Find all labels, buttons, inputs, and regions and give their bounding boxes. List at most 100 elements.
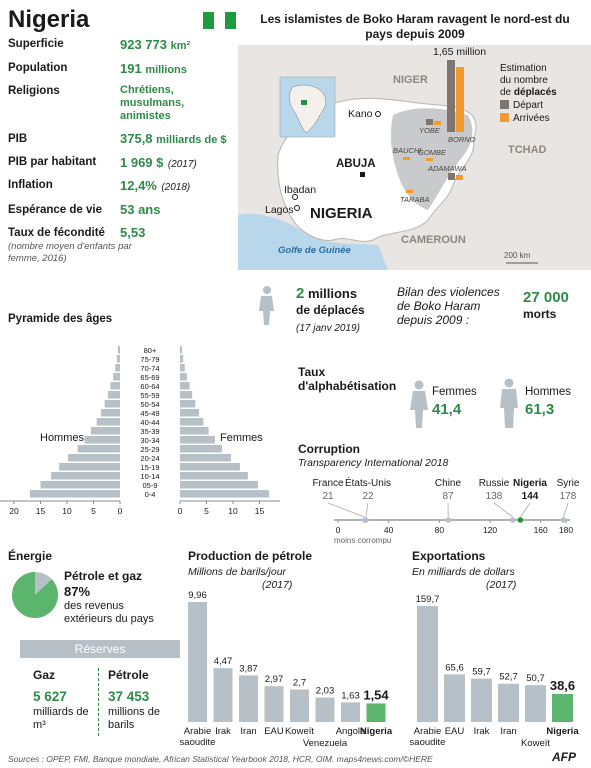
- pyramid-age-label: 35-39: [140, 427, 159, 436]
- displaced-value: 2 millions: [296, 285, 358, 302]
- pyramid-tick-label: 15: [255, 506, 265, 516]
- pyramid-bar-femmes: [180, 382, 190, 390]
- map-scale: 200 km: [504, 251, 531, 260]
- petrole-label: Pétrole: [108, 668, 149, 682]
- bar-category-label: Angola: [336, 726, 366, 737]
- pyramid-title: Pyramide des âges: [8, 313, 113, 325]
- pib-hab-value: 1 969 $ (2017): [120, 155, 197, 170]
- gaz-unit: milliards de m³: [33, 706, 89, 731]
- bar-value-label: 50,7: [526, 673, 545, 684]
- pyramid-tick-label: 20: [9, 506, 19, 516]
- map-label-golfe: Golfe de Guinée: [278, 245, 352, 256]
- bar-value-label: 2,97: [265, 674, 284, 685]
- bar: [341, 702, 360, 722]
- pyramid-bar-hommes: [68, 454, 120, 462]
- bar: [525, 685, 546, 722]
- map: NIGER TCHAD CAMEROUN NIGERIA Golfe de Gu…: [238, 45, 591, 270]
- bar-category-label: saoudite: [410, 737, 446, 748]
- bar-category-label: EAU: [264, 726, 284, 737]
- pyramid-bar-femmes: [180, 436, 215, 444]
- population-label: Population: [8, 62, 68, 74]
- energy-label: Pétrole et gaz: [64, 569, 143, 583]
- pyramid-bar-hommes: [40, 481, 120, 489]
- pyramid-bar-femmes: [180, 490, 270, 498]
- bilan-unit: morts: [523, 307, 557, 321]
- corruption-point: [510, 517, 516, 523]
- corruption-tick-label: 80: [435, 525, 445, 535]
- pyramid-bar-femmes: [180, 463, 240, 471]
- pyramid-age-label: 20-24: [140, 454, 159, 463]
- energy-title: Énergie: [8, 549, 53, 563]
- pyramid-femmes-label: Femmes: [220, 432, 263, 444]
- bar-value-label: 9,96: [188, 590, 207, 601]
- pyramid-bar-hommes: [84, 436, 120, 444]
- corruption-country-name: France: [312, 478, 344, 489]
- bar-category-label: EAU: [445, 726, 465, 737]
- pyramid-age-label: 70-74: [140, 364, 159, 373]
- corruption-subtitle: Transparency International 2018: [298, 457, 449, 469]
- petrole-value: 37 453: [108, 689, 150, 704]
- pyramid-bar-femmes: [180, 418, 204, 426]
- pyramid-bar-femmes: [180, 391, 193, 399]
- map-title: Les islamistes de Boko Haram ravagent le…: [260, 12, 570, 41]
- pyramid-age-label: 65-69: [140, 373, 159, 382]
- bar-gombe-arrivees: [426, 158, 433, 161]
- state-gombe: GOMBE: [418, 148, 447, 157]
- pyramid-bar-hommes: [115, 364, 120, 372]
- energy-value: 87%: [64, 584, 91, 599]
- superficie-value: 923 773 km²: [120, 37, 191, 52]
- legend-title-3-bold: déplacés: [514, 87, 557, 98]
- fecondite-note: (nombre moyen d'enfants par femme, 2016): [8, 241, 132, 264]
- bar: [188, 602, 207, 722]
- bilan-value: 27 000: [523, 289, 569, 306]
- legend-arrivees: Arrivées: [513, 113, 550, 124]
- esperance-value: 53 ans: [120, 202, 161, 217]
- map-label-tchad: TCHAD: [508, 144, 547, 156]
- corruption-tick-label: 0: [336, 525, 341, 535]
- pyramid-bar-hommes: [29, 490, 120, 498]
- fecondite-label: Taux de fécondité: [8, 227, 105, 239]
- afp-logo: AFP: [552, 750, 576, 764]
- inflation-value: 12,4% (2018): [120, 178, 191, 193]
- literacy-title: Taux d'alphabétisation: [298, 365, 397, 393]
- energy-desc: des revenus extérieurs du pays: [64, 600, 154, 625]
- bar-category-label: Irak: [215, 726, 231, 737]
- bar-value-label: 2,03: [316, 686, 335, 697]
- map-peak-label: 1,65 million: [433, 46, 486, 58]
- bar-category-label: Koweït: [521, 738, 550, 749]
- map-label-nigeria: NIGERIA: [310, 205, 373, 222]
- corruption-country-name: Chine: [435, 478, 462, 489]
- bar-category-label: saoudite: [180, 737, 215, 748]
- bar-category-label: Iran: [500, 726, 516, 737]
- literacy-femmes-value: 41,4: [432, 401, 462, 418]
- displaced-person-icon: [259, 286, 274, 325]
- pib-label: PIB: [8, 133, 28, 145]
- pyramid-tick-label: 5: [204, 506, 209, 516]
- literacy-hommes-label: Hommes: [525, 386, 572, 398]
- bar-category-label: Arabie: [414, 726, 441, 737]
- corruption-point: [445, 517, 451, 523]
- exports-title: Exportations: [412, 549, 486, 563]
- bar-adamawa-depart: [448, 173, 455, 180]
- bar-bauchi-arrivees: [403, 157, 410, 160]
- bar-value-label: 1,63: [341, 690, 360, 701]
- corruption-point: [560, 517, 567, 523]
- superficie-label: Superficie: [8, 38, 64, 50]
- pyramid-bar-hommes: [116, 355, 120, 363]
- bar-category-label: Irak: [474, 726, 490, 737]
- esperance-label: Espérance de vie: [8, 204, 102, 216]
- exports-subtitle: En milliards de dollars: [412, 566, 515, 578]
- pyramid-bar-femmes: [180, 481, 258, 489]
- corruption-rank: 22: [362, 491, 374, 502]
- pyramid-age-label: 60-64: [140, 382, 159, 391]
- city-ibadan: Ibadan: [284, 184, 316, 196]
- pyramid-age-label: 05-9: [142, 481, 157, 490]
- corruption-rank: 21: [322, 491, 334, 502]
- bar: [444, 674, 465, 722]
- bar-value-label: 2,7: [293, 677, 306, 688]
- energy-pie: [11, 572, 58, 618]
- pyramid-bar-hommes: [77, 445, 120, 453]
- bar: [239, 675, 258, 722]
- state-adamawa: ADAMAWA: [427, 164, 466, 173]
